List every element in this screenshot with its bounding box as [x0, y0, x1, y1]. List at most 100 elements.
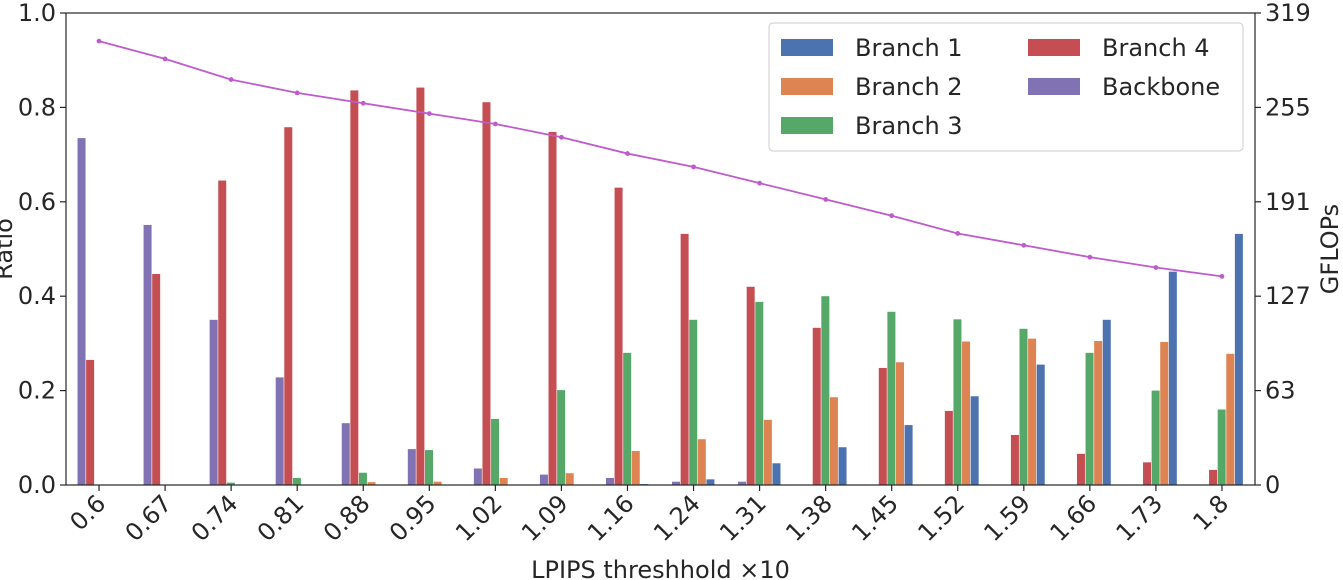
bar-branch-3-12 — [887, 311, 896, 485]
gflops-point-13 — [955, 231, 961, 236]
x-tick-label: 1.66 — [1045, 489, 1103, 547]
bar-branch-4-15 — [1076, 453, 1085, 485]
legend: Branch 1 Branch 2 Branch 3 Branch 4 Backbone — [768, 22, 1244, 152]
bar-branch-4-10 — [746, 286, 755, 485]
bar-backbone-4 — [341, 423, 350, 485]
legend-box — [768, 22, 1244, 152]
bar-branch-3-10 — [755, 301, 764, 485]
bar-branch-4-7 — [548, 131, 557, 485]
bar-backbone-0 — [77, 138, 86, 485]
bar-branch-3-5 — [425, 450, 434, 485]
bar-branch-2-11 — [829, 397, 838, 485]
bar-branch-2-17 — [1226, 353, 1235, 485]
x-tick-label: 1.59 — [978, 489, 1036, 547]
bar-branch-4-17 — [1209, 469, 1218, 485]
bar-branch-3-9 — [689, 319, 698, 485]
x-tick-label: 1.45 — [846, 489, 904, 547]
gflops-line — [98, 40, 1223, 278]
bar-branch-4-14 — [1010, 434, 1019, 485]
bar-branch-1-12 — [904, 425, 913, 485]
gflops-point-8 — [625, 151, 630, 156]
bar-backbone-10 — [738, 481, 747, 485]
gflops-point-4 — [360, 100, 366, 106]
bar-branch-3-4 — [358, 472, 367, 485]
bar-branch-3-7 — [557, 390, 566, 485]
bar-branch-4-13 — [944, 410, 953, 485]
bar-branch-3-14 — [1019, 328, 1028, 485]
bar-backbone-1 — [143, 224, 152, 485]
bar-branch-2-16 — [1160, 341, 1169, 485]
x-axis-title: LPIPS threshhold ×10 — [531, 556, 790, 580]
legend-swatch-branch-1 — [781, 39, 833, 56]
y-axis-title: Ratio — [0, 218, 18, 280]
bar-branch-2-4 — [367, 482, 376, 485]
bar-branch-2-15 — [1094, 341, 1103, 485]
bar-branch-4-8 — [614, 187, 623, 485]
legend-label-backbone: Backbone — [1102, 73, 1220, 101]
y-tick-label: 0.4 — [18, 282, 56, 310]
x-tick-label: 1.16 — [582, 489, 640, 547]
bar-branch-2-7 — [565, 473, 574, 485]
bar-branch-1-17 — [1234, 233, 1243, 485]
y2-tick-label: 63 — [1265, 377, 1296, 405]
gflops-point-14 — [1021, 242, 1027, 248]
bar-branch-2-9 — [697, 439, 706, 485]
gflops-point-0 — [96, 38, 102, 44]
x-tick-label: 0.88 — [318, 489, 376, 547]
bar-branch-4-11 — [812, 327, 821, 485]
bar-backbone-5 — [407, 449, 416, 485]
x-tick-label: 1.8 — [1187, 489, 1234, 536]
gflops-point-16 — [1153, 265, 1159, 270]
bar-branch-2-5 — [433, 481, 442, 485]
y2-tick-label: 0 — [1265, 471, 1280, 499]
y2-tick-label: 319 — [1265, 0, 1311, 27]
bar-branch-4-12 — [878, 367, 887, 485]
bar-branch-4-16 — [1143, 462, 1152, 485]
y-tick-label: 1.0 — [18, 0, 56, 27]
legend-label-branch-1: Branch 1 — [855, 34, 963, 62]
x-tick-label: 0.81 — [252, 489, 310, 547]
y2-tick-label: 255 — [1265, 93, 1311, 121]
bars-group — [77, 87, 1243, 486]
gflops-point-6 — [492, 121, 498, 127]
bar-branch-1-13 — [970, 396, 979, 485]
gflops-point-10 — [757, 180, 762, 186]
gflops-point-7 — [559, 134, 564, 140]
legend-swatch-branch-3 — [781, 117, 833, 134]
bar-branch-1-14 — [1036, 364, 1045, 485]
gflops-point-11 — [823, 197, 829, 202]
legend-label-branch-4: Branch 4 — [1102, 34, 1210, 62]
bar-branch-4-3 — [284, 127, 293, 485]
gflops-point-5 — [426, 111, 432, 117]
bar-backbone-9 — [672, 481, 681, 485]
bar-branch-4-1 — [152, 274, 161, 485]
legend-swatch-backbone — [1028, 78, 1080, 95]
bar-backbone-8 — [605, 477, 614, 485]
bar-branch-2-14 — [1028, 338, 1037, 485]
bar-branch-3-2 — [226, 482, 235, 485]
bar-branch-4-5 — [416, 87, 425, 485]
bar-branch-3-15 — [1085, 352, 1094, 485]
bar-branch-1-11 — [838, 447, 847, 485]
bar-branch-1-9 — [706, 479, 715, 485]
bar-branch-3-3 — [292, 477, 301, 485]
bar-branch-1-15 — [1102, 319, 1111, 485]
y-tick-label: 0.2 — [18, 377, 56, 405]
y-tick-label: 0.6 — [18, 188, 56, 216]
bar-branch-3-13 — [953, 319, 962, 485]
bar-branch-1-16 — [1168, 271, 1177, 485]
bar-branch-3-17 — [1217, 409, 1226, 485]
legend-label-branch-2: Branch 2 — [855, 73, 963, 101]
y2-tick-label: 191 — [1265, 188, 1311, 216]
gflops-point-15 — [1087, 254, 1093, 260]
bar-branch-3-8 — [623, 352, 632, 485]
bar-branch-4-2 — [218, 180, 227, 485]
gflops-point-3 — [294, 90, 300, 96]
bar-branch-2-8 — [631, 451, 640, 485]
x-tick-label: 1.09 — [516, 489, 574, 547]
bar-branch-3-11 — [821, 296, 830, 485]
x-tick-label: 0.6 — [64, 489, 111, 536]
bar-branch-4-9 — [680, 233, 689, 485]
x-tick-label: 1.73 — [1111, 489, 1169, 547]
